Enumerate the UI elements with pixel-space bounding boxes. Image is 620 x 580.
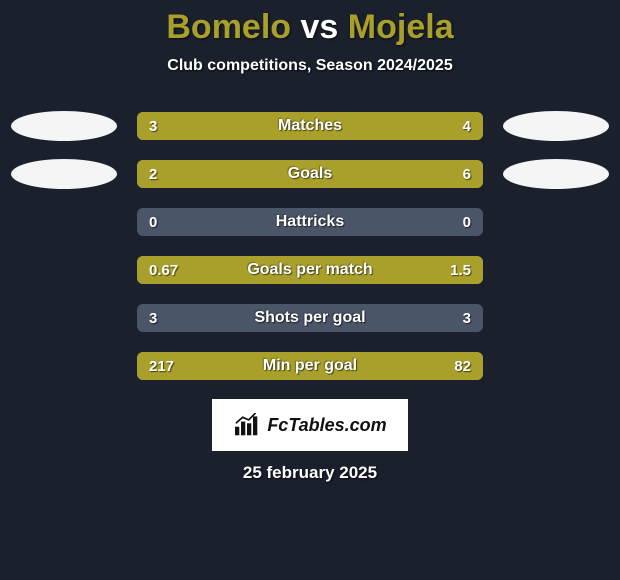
stat-label: Hattricks <box>137 208 483 236</box>
flag-placeholder <box>11 207 117 237</box>
flag-placeholder <box>503 255 609 285</box>
flag-placeholder <box>503 303 609 333</box>
stat-right-value: 0 <box>463 208 471 236</box>
date-text: 25 february 2025 <box>0 463 620 483</box>
brand-text: FcTables.com <box>267 415 386 436</box>
flag-placeholder <box>11 303 117 333</box>
stat-bar: 21782Min per goal <box>137 352 483 380</box>
stat-left-value: 0 <box>149 208 157 236</box>
bar-right-fill <box>234 256 483 284</box>
bar-left-fill <box>137 352 372 380</box>
bar-left-fill <box>137 160 213 188</box>
flag-placeholder <box>11 255 117 285</box>
bar-right-fill <box>213 160 483 188</box>
stat-row: 3 3Shots per goal <box>0 303 620 333</box>
stat-bar: 26Goals <box>137 160 483 188</box>
stat-bar: 0 0Hattricks <box>137 208 483 236</box>
player1-name: Bomelo <box>166 8 291 46</box>
chart-icon <box>233 413 261 437</box>
stat-row: 21782Min per goal <box>0 351 620 381</box>
bar-right-fill <box>275 112 483 140</box>
stat-bar: 0.671.5Goals per match <box>137 256 483 284</box>
page-title: Bomelo vs Mojela <box>0 8 620 47</box>
flag-placeholder <box>503 351 609 381</box>
stat-row: 0 0Hattricks <box>0 207 620 237</box>
flag-placeholder <box>11 351 117 381</box>
stat-right-value: 3 <box>463 304 471 332</box>
flag-right <box>503 111 609 141</box>
stat-bar: 34Matches <box>137 112 483 140</box>
flag-left <box>11 111 117 141</box>
bar-right-fill <box>372 352 483 380</box>
bar-left-fill <box>137 256 234 284</box>
flag-left <box>11 159 117 189</box>
stat-row: 34Matches <box>0 111 620 141</box>
player2-name: Mojela <box>348 8 454 46</box>
stat-label: Shots per goal <box>137 304 483 332</box>
comparison-card: Bomelo vs Mojela Club competitions, Seas… <box>0 0 620 483</box>
brand-badge[interactable]: FcTables.com <box>212 399 408 451</box>
stat-bar: 3 3Shots per goal <box>137 304 483 332</box>
vs-text: vs <box>301 8 339 46</box>
stat-row: 0.671.5Goals per match <box>0 255 620 285</box>
stats-list: 34Matches 26Goals 0 0Hattricks 0.671.5Goals … <box>0 111 620 381</box>
subtitle: Club competitions, Season 2024/2025 <box>0 57 620 75</box>
stat-row: 26Goals <box>0 159 620 189</box>
flag-right <box>503 159 609 189</box>
bar-left-fill <box>137 112 275 140</box>
flag-placeholder <box>503 207 609 237</box>
stat-left-value: 3 <box>149 304 157 332</box>
